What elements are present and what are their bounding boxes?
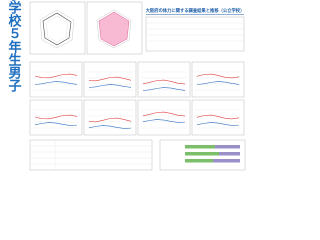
radar-line [42,12,72,46]
radar-grid [45,15,69,43]
header-title: 大阪府の体力に関する調査結果と推移（公立学校） [146,7,245,14]
side-title: 小学校５年生男子 [6,0,22,93]
mini-frame [29,61,83,98]
line-charts [29,61,245,136]
bar-segment [215,145,240,149]
mini-frame [191,61,245,98]
radar-grid [96,9,132,49]
mini-line [196,122,240,126]
radar-charts [29,1,143,55]
radar-area [98,11,130,47]
mini-line [142,119,186,123]
mini-line [34,122,78,126]
bar-segment [185,145,215,149]
mini-line [34,114,78,120]
mini-line [88,125,132,129]
radar-grid [39,9,75,49]
bottom-table [29,139,153,171]
mini-line [142,111,186,117]
mini-line [34,73,78,79]
mini-frame [137,61,191,98]
mini-frame [83,99,137,136]
page: 小学校５年生男子 大阪府の体力に関する調査結果と推移（公立学校） [5,0,246,171]
mini-line [142,79,186,85]
bar-segment [185,152,219,156]
summary-frame [145,16,245,52]
bar-segment [213,159,240,163]
mini-line [88,76,132,82]
mini-line [88,84,132,88]
table-frame [29,139,153,171]
mini-line [196,73,240,79]
mini-frame [191,99,245,136]
bar-segment [185,159,213,163]
radar-frame [29,1,86,55]
mini-line [196,81,240,85]
mini-line [196,114,240,120]
summary-table [145,16,245,52]
bar-segment [219,152,240,156]
bar-chart [159,139,246,171]
mini-line [142,87,186,91]
mini-line [88,117,132,123]
mini-frame [137,99,191,136]
mini-line [34,81,78,85]
